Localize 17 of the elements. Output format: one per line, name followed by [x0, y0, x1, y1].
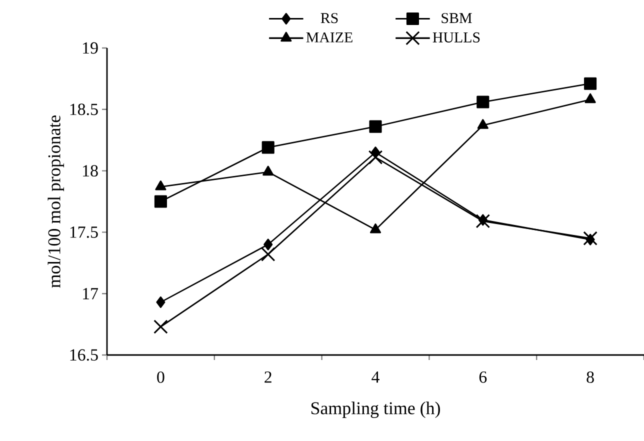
x-tick-label: 6 [479, 371, 487, 383]
y-tick-label: 19 [83, 42, 98, 54]
x-tick-label: 2 [264, 371, 272, 383]
y-axis-title: mol/100 mol propionate [48, 115, 64, 288]
y-tick-label: 16.5 [70, 349, 98, 361]
y-tick-label: 17 [83, 288, 98, 300]
legend-label: MAIZE [306, 32, 352, 42]
x-tick-label: 4 [372, 371, 380, 383]
legend-label: RS [320, 13, 338, 24]
legend-label: HULLS [432, 32, 480, 42]
x-tick-label: 8 [586, 371, 594, 383]
legend-label: SBM [442, 13, 472, 24]
x-tick-label: 0 [157, 371, 164, 383]
y-tick-label: 17.5 [70, 226, 98, 238]
y-tick-label: 18.5 [70, 104, 98, 116]
y-tick-label: 18 [83, 165, 98, 177]
x-axis-title: Sampling time (h) [311, 402, 440, 418]
